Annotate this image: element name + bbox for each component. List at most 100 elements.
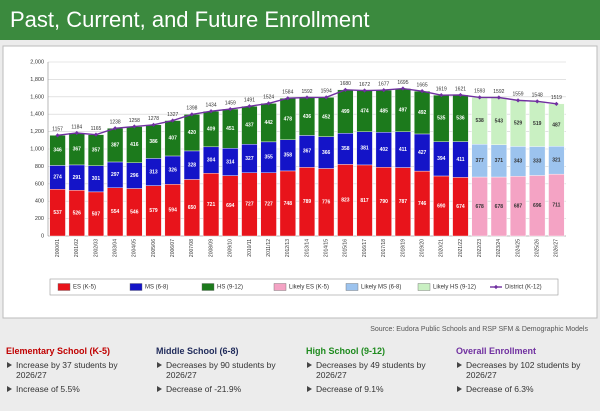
- line-value-label: 1398: [186, 106, 197, 112]
- bar-value-label: 817: [360, 198, 369, 204]
- bar-value-label: 452: [322, 114, 331, 120]
- y-tick-label: 1,200: [30, 129, 44, 135]
- summary-heading: Overall Enrollment: [456, 346, 537, 356]
- bar-value-label: 343: [514, 159, 523, 165]
- bar-value-label: 355: [264, 155, 273, 161]
- summary: Elementary School (K-5) Increase by 37 st…: [0, 342, 600, 411]
- summary-bullet: Decreases by 49 students by 2026/27: [307, 360, 450, 380]
- summary-bullet: Increase of 5.5%: [7, 384, 150, 394]
- line-marker: [170, 118, 175, 123]
- x-tick-label: 2021/22: [458, 239, 464, 257]
- bar-value-label: 387: [111, 142, 120, 148]
- bar-value-label: 451: [226, 126, 235, 132]
- y-tick-label: 0: [41, 233, 44, 239]
- x-tick-label: 2007/08: [189, 239, 195, 257]
- y-tick-label: 400: [35, 199, 44, 205]
- line-marker: [247, 104, 252, 109]
- line-value-label: 1619: [436, 86, 447, 92]
- line-value-label: 1559: [512, 92, 523, 98]
- line-marker: [189, 112, 195, 117]
- line-value-label: 1548: [532, 93, 543, 99]
- x-tick-label: 2009/10: [228, 239, 234, 257]
- summary-heading: Middle School (6-8): [156, 346, 239, 356]
- bar-value-label: 377: [475, 158, 484, 164]
- bar-value-label: 776: [322, 200, 331, 206]
- y-tick-label: 1,400: [30, 112, 44, 118]
- x-tick-label: 2022/23: [477, 239, 483, 257]
- bar-value-label: 823: [341, 198, 350, 204]
- legend-swatch: [345, 283, 359, 291]
- bar-value-label: 437: [245, 123, 254, 129]
- legend-swatch: [201, 283, 215, 291]
- legend-swatch: [129, 283, 143, 291]
- y-tick-label: 800: [35, 164, 44, 170]
- bar-value-label: 478: [284, 116, 293, 122]
- bar-value-label: 492: [418, 110, 427, 116]
- summary-column: Middle School (6-8) Decreases by 90 stude…: [150, 342, 300, 411]
- bar-value-label: 529: [514, 121, 523, 127]
- line-value-label: 1680: [340, 81, 351, 87]
- line-value-label: 1459: [225, 100, 236, 106]
- line-marker: [228, 106, 233, 112]
- bar-value-label: 346: [53, 148, 62, 154]
- bar-value-label: 357: [92, 148, 101, 154]
- summary-heading: High School (9-12): [306, 346, 386, 356]
- bar-value-label: 487: [552, 122, 561, 128]
- x-tick-label: 2011/12: [266, 239, 272, 257]
- line-value-label: 1695: [397, 80, 408, 86]
- bar-value-label: 427: [418, 150, 427, 156]
- x-tick-label: 2020/21: [439, 239, 445, 257]
- x-tick-label: 2008/09: [208, 239, 214, 257]
- line-value-label: 1665: [417, 82, 428, 88]
- x-tick-label: 2004/05: [132, 239, 138, 257]
- summary-column: Overall Enrollment Decreases by 102 stude…: [450, 342, 600, 411]
- bar-value-label: 442: [264, 120, 273, 126]
- bar-value-label: 787: [399, 199, 408, 205]
- line-value-label: 1593: [474, 89, 485, 95]
- bar-value-label: 721: [207, 202, 216, 208]
- line-marker: [74, 130, 79, 136]
- y-tick-label: 200: [35, 216, 44, 222]
- line-value-label: 1621: [455, 86, 466, 92]
- bar-value-label: 274: [53, 175, 62, 181]
- bar-value-label: 411: [456, 157, 464, 163]
- summary-bullet: Decreases by 102 students by 2026/27: [457, 360, 600, 380]
- x-tick-label: 2010/11: [247, 239, 253, 257]
- bar-value-label: 497: [399, 107, 408, 113]
- bar-value-label: 538: [475, 118, 484, 124]
- legend-swatch-marker: [493, 284, 499, 290]
- bar-value-label: 333: [533, 158, 542, 164]
- bar-value-label: 416: [130, 142, 139, 148]
- bar-value-label: 386: [149, 139, 158, 145]
- bar-value-label: 690: [437, 203, 446, 209]
- x-tick-label: 2000/01: [55, 239, 61, 257]
- line-marker: [93, 132, 99, 137]
- bar-value-label: 474: [360, 108, 369, 114]
- bar-value-label: 650: [188, 205, 197, 211]
- bar-value-label: 358: [284, 153, 293, 159]
- bar-value-label: 296: [130, 173, 139, 179]
- bar-value-label: 789: [303, 199, 312, 205]
- bar-value-label: 594: [169, 207, 178, 213]
- line-value-label: 1434: [206, 103, 217, 109]
- line-value-label: 1592: [301, 89, 312, 95]
- x-tick-label: 2018/19: [400, 239, 406, 257]
- y-tick-label: 1,800: [30, 77, 44, 83]
- bar-value-label: 420: [188, 130, 197, 136]
- bar-value-label: 313: [149, 169, 158, 175]
- line-value-label: 1519: [551, 95, 562, 101]
- bar-value-label: 381: [360, 146, 369, 152]
- line-marker: [132, 124, 137, 129]
- line-value-label: 1594: [321, 89, 332, 95]
- bar-value-label: 394: [437, 156, 446, 162]
- line-value-label: 1278: [148, 116, 159, 122]
- legend-label: MS (6-8): [145, 285, 168, 291]
- bar-value-label: 678: [475, 204, 484, 210]
- x-tick-label: 2025/26: [535, 239, 541, 257]
- bar-value-label: 371: [495, 158, 504, 164]
- legend-swatch: [417, 283, 431, 291]
- bar-value-label: 579: [149, 208, 158, 214]
- bar-value-label: 328: [188, 163, 197, 169]
- bar-value-label: 366: [322, 150, 331, 156]
